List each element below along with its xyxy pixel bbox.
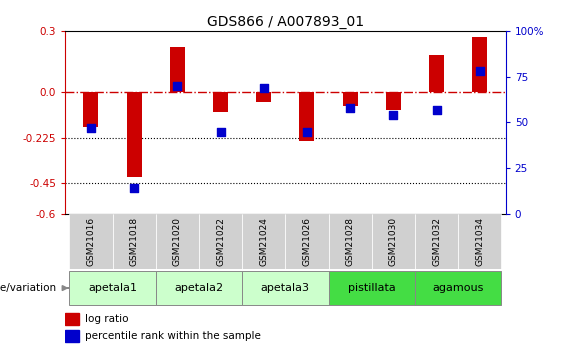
Text: apetala2: apetala2 — [175, 283, 224, 293]
Bar — [213, 92, 228, 112]
Point — [173, 83, 182, 89]
Text: GSM21032: GSM21032 — [432, 217, 441, 266]
Bar — [415, 271, 501, 305]
Bar — [199, 214, 242, 269]
Text: apetala1: apetala1 — [88, 283, 137, 293]
Bar — [372, 214, 415, 269]
Bar — [127, 92, 142, 177]
Bar — [156, 214, 199, 269]
Bar — [328, 271, 415, 305]
Bar — [458, 214, 501, 269]
Bar — [285, 214, 328, 269]
Text: apetala3: apetala3 — [261, 283, 310, 293]
Point — [216, 129, 225, 135]
Bar — [112, 214, 156, 269]
Text: GSM21028: GSM21028 — [346, 217, 355, 266]
Text: GSM21034: GSM21034 — [475, 217, 484, 266]
Point — [259, 85, 268, 90]
Text: GSM21018: GSM21018 — [129, 217, 138, 266]
Bar — [299, 92, 315, 141]
Text: log ratio: log ratio — [85, 314, 129, 324]
Point — [129, 186, 138, 191]
Bar — [242, 214, 285, 269]
Bar — [386, 92, 401, 110]
Point — [86, 125, 95, 131]
Bar — [65, 330, 79, 342]
Text: GSM21026: GSM21026 — [302, 217, 311, 266]
Bar — [429, 56, 444, 92]
Point — [389, 112, 398, 118]
Text: genotype/variation: genotype/variation — [0, 283, 62, 293]
Bar — [328, 214, 372, 269]
Bar — [65, 313, 79, 325]
Bar — [472, 37, 487, 92]
Text: GSM21030: GSM21030 — [389, 217, 398, 266]
Bar — [84, 92, 98, 127]
Title: GDS866 / A007893_01: GDS866 / A007893_01 — [207, 14, 364, 29]
Bar — [415, 214, 458, 269]
Bar — [256, 92, 271, 102]
Point — [346, 105, 355, 111]
Text: GSM21024: GSM21024 — [259, 217, 268, 266]
Bar — [242, 271, 328, 305]
Point — [302, 129, 311, 135]
Point — [475, 69, 484, 74]
Text: GSM21020: GSM21020 — [173, 217, 182, 266]
Bar — [342, 92, 358, 106]
Text: GSM21016: GSM21016 — [86, 217, 95, 266]
Point — [432, 107, 441, 112]
Text: percentile rank within the sample: percentile rank within the sample — [85, 331, 261, 341]
Bar — [69, 214, 112, 269]
Bar — [170, 47, 185, 92]
Text: agamous: agamous — [432, 283, 484, 293]
Text: pistillata: pistillata — [348, 283, 396, 293]
Text: GSM21022: GSM21022 — [216, 217, 225, 266]
Bar — [69, 271, 156, 305]
Bar — [156, 271, 242, 305]
